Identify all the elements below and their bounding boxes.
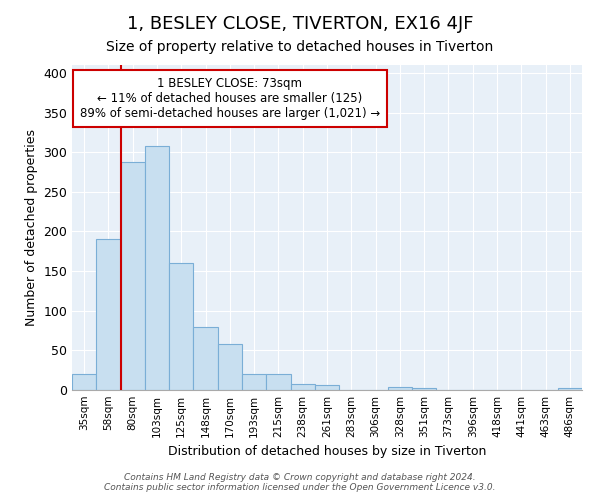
- Text: 1, BESLEY CLOSE, TIVERTON, EX16 4JF: 1, BESLEY CLOSE, TIVERTON, EX16 4JF: [127, 15, 473, 33]
- Bar: [412, 388, 436, 390]
- Bar: [193, 326, 218, 390]
- Bar: [218, 344, 242, 390]
- Bar: [558, 388, 582, 390]
- Bar: [145, 146, 169, 390]
- Bar: [388, 387, 412, 390]
- Bar: [242, 374, 266, 390]
- Bar: [121, 162, 145, 390]
- Text: Contains HM Land Registry data © Crown copyright and database right 2024.
Contai: Contains HM Land Registry data © Crown c…: [104, 473, 496, 492]
- Bar: [169, 263, 193, 390]
- Y-axis label: Number of detached properties: Number of detached properties: [25, 129, 38, 326]
- X-axis label: Distribution of detached houses by size in Tiverton: Distribution of detached houses by size …: [168, 446, 486, 458]
- Bar: [290, 384, 315, 390]
- Bar: [96, 240, 121, 390]
- Text: 1 BESLEY CLOSE: 73sqm
← 11% of detached houses are smaller (125)
89% of semi-det: 1 BESLEY CLOSE: 73sqm ← 11% of detached …: [80, 77, 380, 120]
- Bar: [266, 374, 290, 390]
- Text: Size of property relative to detached houses in Tiverton: Size of property relative to detached ho…: [106, 40, 494, 54]
- Bar: [315, 385, 339, 390]
- Bar: [72, 374, 96, 390]
